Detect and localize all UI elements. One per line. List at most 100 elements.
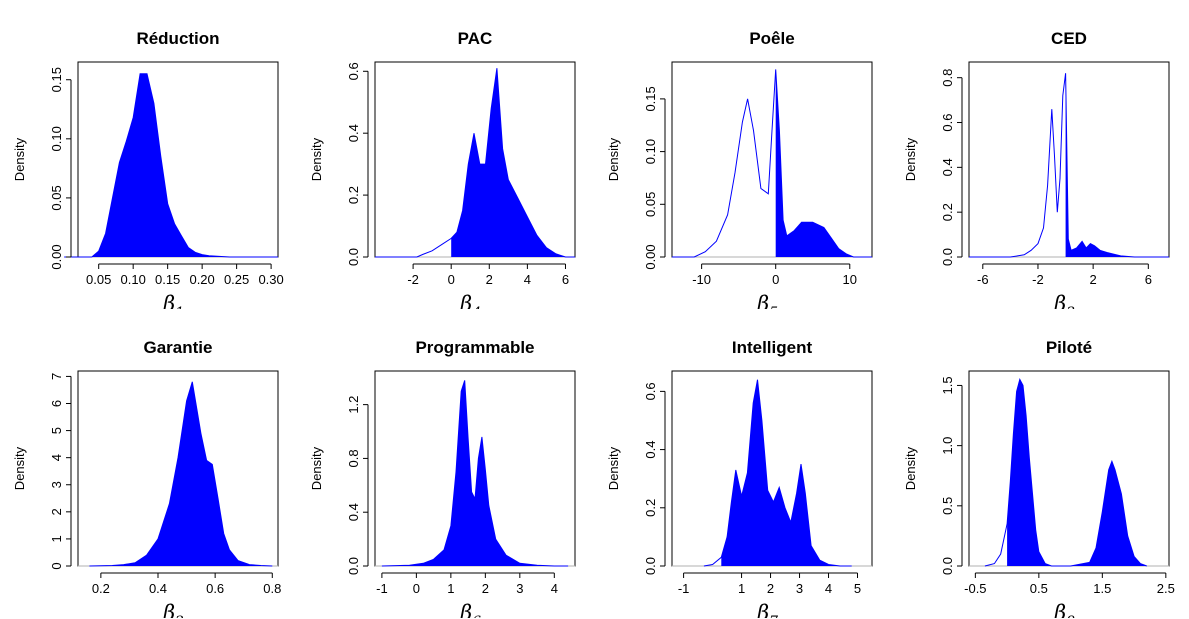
- y-tick-label: 0.4: [643, 441, 658, 459]
- density-fill: [451, 68, 575, 257]
- x-axis-label-subscript: 8n: [1066, 614, 1084, 618]
- panel-title: PAC: [458, 29, 493, 48]
- x-axis-label-subscript: 6n: [472, 614, 490, 618]
- x-axis-label-symbol: β: [756, 601, 769, 618]
- x-axis-label-symbol: β: [1053, 601, 1066, 618]
- y-tick-label: 0.0: [346, 557, 361, 575]
- density-fill: [775, 69, 872, 258]
- x-tick-label: -6: [977, 272, 989, 287]
- panel-title: Poêle: [749, 29, 794, 48]
- x-axis-label-subscript: 3n: [1066, 305, 1084, 309]
- x-tick-label: 1: [738, 581, 745, 596]
- x-tick-label: 0.8: [263, 581, 281, 596]
- x-axis-label-symbol: β: [459, 601, 472, 618]
- y-tick-label: 6: [49, 400, 64, 407]
- x-tick-label: -1: [376, 581, 388, 596]
- y-axis-label: Density: [309, 137, 324, 181]
- y-tick-label: 1.0: [940, 437, 955, 455]
- x-axis-label-symbol: β: [1053, 292, 1066, 309]
- x-axis-label: β3n: [1053, 292, 1084, 309]
- density-fill: [89, 381, 273, 566]
- density-fill: [1065, 73, 1169, 257]
- panel-title: Intelligent: [732, 338, 813, 357]
- y-tick-label: 4: [49, 454, 64, 461]
- density-curve: [703, 379, 852, 567]
- x-axis-label: β7n: [756, 601, 787, 618]
- panel-title: Garantie: [144, 338, 213, 357]
- x-tick-label: 6: [562, 272, 569, 287]
- y-tick-label: 0.5: [940, 497, 955, 515]
- panel-title: Programmable: [415, 338, 534, 357]
- x-tick-label: 5: [854, 581, 861, 596]
- x-tick-label: 10: [843, 272, 857, 287]
- y-tick-label: 1.2: [346, 396, 361, 414]
- x-tick-label: 2: [1090, 272, 1097, 287]
- x-tick-label: 4: [825, 581, 832, 596]
- x-tick-label: -2: [1032, 272, 1044, 287]
- x-tick-label: 0.10: [121, 272, 146, 287]
- y-tick-label: 0.0: [940, 557, 955, 575]
- plot-frame: [968, 370, 1170, 567]
- plot-frame: [968, 61, 1170, 258]
- y-tick-label: 0.4: [940, 158, 955, 176]
- density-fill: [91, 73, 278, 257]
- x-axis-label: β4n: [459, 292, 490, 309]
- panel-title: CED: [1051, 29, 1087, 48]
- x-tick-label: 0.30: [258, 272, 283, 287]
- y-tick-label: 0.2: [940, 203, 955, 221]
- y-axis-label: Density: [903, 137, 918, 181]
- panel-title: Piloté: [1046, 338, 1092, 357]
- x-axis-label-symbol: β: [459, 292, 472, 309]
- x-tick-label: 0: [448, 272, 455, 287]
- x-axis-label-symbol: β: [162, 292, 175, 309]
- y-tick-label: 1: [49, 535, 64, 542]
- x-axis-label: β6n: [459, 601, 490, 618]
- y-tick-label: 0.15: [643, 86, 658, 111]
- y-tick-label: 0.4: [346, 503, 361, 521]
- density-curve: [672, 69, 872, 258]
- y-axis-label: Density: [606, 137, 621, 181]
- x-tick-label: 0.20: [189, 272, 214, 287]
- x-tick-label: 2.5: [1157, 581, 1175, 596]
- x-tick-label: 0: [772, 272, 779, 287]
- y-tick-label: 0.0: [346, 248, 361, 266]
- x-tick-label: 4: [524, 272, 531, 287]
- y-tick-label: 0.10: [643, 139, 658, 164]
- panel-ced: CED 0.0 0.2 0.4 0.6 0.8 Density -6 -2 2 6 β3n: [903, 29, 1170, 309]
- x-axis-label-subscript: 7n: [769, 614, 787, 618]
- panel-programmable: Programmable 0.0 0.4 0.8 1.2 Density -1 0 1 2 3 4 β6…: [309, 338, 576, 618]
- y-tick-label: 0.6: [346, 62, 361, 80]
- x-axis-label: β5n: [756, 292, 787, 309]
- density-curve: [984, 378, 1147, 567]
- x-tick-label: 3: [796, 581, 803, 596]
- panel-intelligent: Intelligent 0.0 0.2 0.4 0.6 Density -1 1 2 3 4 5 β7n: [606, 338, 873, 618]
- x-axis-label-subscript: 5n: [769, 305, 787, 309]
- y-tick-label: 0.8: [940, 69, 955, 87]
- y-tick-label: 0.0: [940, 248, 955, 266]
- y-tick-label: 0.10: [49, 126, 64, 151]
- y-tick-label: 0.2: [643, 499, 658, 517]
- panel-pilote: Piloté 0.0 0.5 1.0 1.5 Density -0.5 0.5 1.5 2.5 β8…: [903, 338, 1175, 618]
- y-axis-label: Density: [12, 137, 27, 181]
- y-tick-label: 3: [49, 481, 64, 488]
- x-axis-label: β8n: [1053, 601, 1084, 618]
- x-axis-label-symbol: β: [756, 292, 769, 309]
- y-tick-label: 0.8: [346, 449, 361, 467]
- density-fill: [381, 380, 569, 566]
- y-tick-label: 0.00: [643, 244, 658, 269]
- density-curve: [89, 381, 273, 567]
- density-curve: [64, 73, 278, 258]
- y-axis-label: Density: [309, 446, 324, 490]
- y-tick-label: 0.6: [940, 113, 955, 131]
- x-tick-label: 2: [482, 581, 489, 596]
- panel-reduction: Réduction 0.00 0.05 0.10 0.15 Density 0.05 0.10…: [12, 29, 284, 309]
- x-tick-label: -10: [692, 272, 711, 287]
- x-tick-label: 0: [413, 581, 420, 596]
- density-curve: [381, 380, 569, 567]
- x-axis-label: β2n: [162, 601, 193, 618]
- y-axis-label: Density: [12, 446, 27, 490]
- density-curve: [375, 68, 575, 258]
- x-tick-label: 0.25: [224, 272, 249, 287]
- x-tick-label: -1: [678, 581, 690, 596]
- y-tick-label: 0.4: [346, 124, 361, 142]
